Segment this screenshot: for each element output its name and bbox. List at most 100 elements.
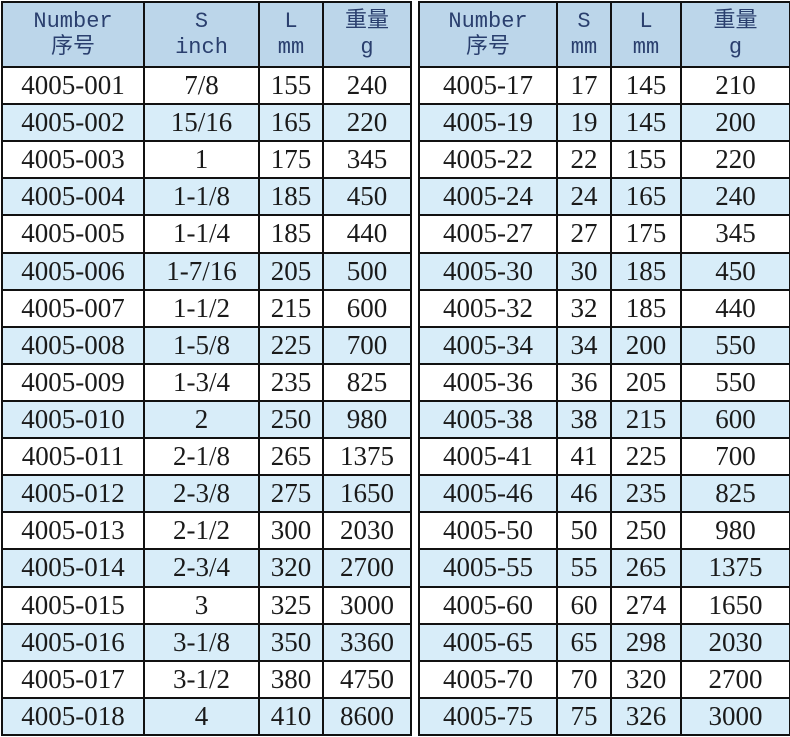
table-row: 4005-36 36 205 550: [418, 362, 790, 402]
header-cell: 重量 g: [322, 1, 412, 68]
table-row: 4005-010 2 250 980: [1, 399, 412, 440]
table-cell: 1-1/8: [143, 177, 260, 217]
table-cell: 65: [556, 622, 612, 662]
table-row: 4005-17 17 145 210: [418, 65, 790, 106]
table-cell: 325: [258, 585, 324, 625]
table-cell: 320: [258, 548, 324, 588]
table-cell: 3: [143, 585, 260, 625]
table-row: 4005-012 2-3/8 275 1650: [1, 474, 412, 514]
header-text: 重量: [344, 8, 389, 34]
table-cell: 55: [556, 548, 612, 588]
table-row: 4005-015 3 325 3000: [1, 585, 412, 625]
table-cell: 4005-007: [1, 288, 145, 328]
table-cell: 320: [610, 659, 682, 699]
table-cell: 265: [258, 437, 324, 477]
table-cell: 1-1/4: [143, 214, 260, 254]
table-cell: 4005-015: [1, 585, 145, 625]
table-cell: 4005-005: [1, 214, 145, 254]
table-cell: 350: [258, 622, 324, 662]
table-cell: 145: [610, 103, 682, 143]
table-cell: 4005-004: [1, 177, 145, 217]
table-cell: 1375: [322, 437, 412, 477]
table-cell: 4005-002: [1, 103, 145, 143]
table-cell: 215: [258, 288, 324, 328]
table-row: 4005-41 41 225 700: [418, 437, 790, 477]
table-cell: 825: [680, 474, 790, 514]
table-cell: 1-7/16: [143, 251, 260, 291]
header-text: S: [577, 8, 591, 34]
table-row: 4005-30 30 185 450: [418, 251, 790, 291]
table-row: 4005-38 38 215 600: [418, 399, 790, 440]
table-cell: 1: [143, 140, 260, 180]
table-cell: 1650: [322, 474, 412, 514]
table-cell: 326: [610, 696, 682, 737]
table-row: 4005-007 1-1/2 215 600: [1, 288, 412, 328]
table-row: 4005-55 55 265 1375: [418, 548, 790, 588]
table-cell: 165: [610, 177, 682, 217]
table-cell: 700: [322, 325, 412, 365]
table-cell: 4005-36: [418, 362, 558, 402]
table-row: 4005-014 2-3/4 320 2700: [1, 548, 412, 588]
table-cell: 4005-017: [1, 659, 145, 699]
table-cell: 4005-60: [418, 585, 558, 625]
table-cell: 2-1/2: [143, 511, 260, 551]
table-cell: 30: [556, 251, 612, 291]
header-text: 序号: [50, 34, 95, 60]
table-cell: 225: [610, 437, 682, 477]
table-cell: 274: [610, 585, 682, 625]
table-cell: 200: [610, 325, 682, 365]
header-text: Number: [448, 8, 528, 34]
table-cell: 220: [322, 103, 412, 143]
table-cell: 22: [556, 140, 612, 180]
table-cell: 2-3/4: [143, 548, 260, 588]
table-cell: 2700: [322, 548, 412, 588]
table-cell: 4005-009: [1, 362, 145, 402]
table-cell: 450: [680, 251, 790, 291]
table-row: 4005-001 7/8 155 240: [1, 65, 412, 106]
table-cell: 41: [556, 437, 612, 477]
table-cell: 235: [258, 362, 324, 402]
table-cell: 4: [143, 696, 260, 737]
table-cell: 450: [322, 177, 412, 217]
table-cell: 2030: [322, 511, 412, 551]
table-cell: 300: [258, 511, 324, 551]
header-text: mm: [632, 34, 660, 60]
table-cell: 3360: [322, 622, 412, 662]
table-row: 4005-018 4 410 8600: [1, 696, 412, 737]
table-row: 4005-002 15/16 165 220: [1, 103, 412, 143]
header-cell: Number 序号: [1, 1, 145, 68]
header-text: 重量: [713, 8, 758, 34]
table-row: 4005-004 1-1/8 185 450: [1, 177, 412, 217]
table-cell: 17: [556, 65, 612, 106]
header-text: mm: [277, 34, 305, 60]
table-cell: 2-1/8: [143, 437, 260, 477]
table-cell: 185: [610, 288, 682, 328]
table-cell: 205: [258, 251, 324, 291]
table-cell: 250: [610, 511, 682, 551]
table-cell: 8600: [322, 696, 412, 737]
header-cell: 重量 g: [680, 1, 790, 68]
header-text: mm: [570, 34, 598, 60]
table-cell: 27: [556, 214, 612, 254]
table-cell: 185: [258, 214, 324, 254]
table-cell: 4005-012: [1, 474, 145, 514]
table-cell: 3000: [680, 696, 790, 737]
table-cell: 4005-013: [1, 511, 145, 551]
table-cell: 250: [258, 399, 324, 440]
table-cell: 60: [556, 585, 612, 625]
table-cell: 1-3/4: [143, 362, 260, 402]
table-cell: 4005-38: [418, 399, 558, 440]
table-cell: 1650: [680, 585, 790, 625]
table-body: 4005-17 17 145 210 4005-19 19 145 200 4005-22 22 1…: [418, 65, 790, 737]
table-cell: 4005-30: [418, 251, 558, 291]
table-cell: 175: [258, 140, 324, 180]
table-cell: 2700: [680, 659, 790, 699]
table-cell: 4005-003: [1, 140, 145, 180]
table-cell: 4005-46: [418, 474, 558, 514]
